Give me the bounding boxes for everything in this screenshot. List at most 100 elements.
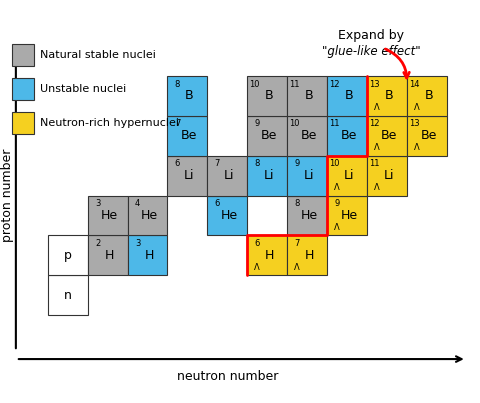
Text: B: B (185, 89, 194, 102)
Text: Λ: Λ (414, 103, 420, 112)
Bar (12, 44, 34, 66)
Text: H: H (264, 249, 274, 262)
Text: Λ: Λ (374, 143, 380, 152)
Text: p: p (64, 249, 72, 262)
Text: 3: 3 (135, 239, 140, 248)
Text: 2: 2 (95, 239, 100, 248)
Text: Λ: Λ (334, 183, 340, 192)
Bar (247, 76, 287, 116)
Text: H: H (304, 249, 314, 262)
Bar (207, 156, 247, 195)
Text: 8: 8 (254, 160, 260, 168)
Text: 9: 9 (255, 120, 260, 129)
Text: Li: Li (384, 169, 394, 182)
Text: Neutron-rich hypernuclei: Neutron-rich hypernuclei (40, 118, 179, 128)
Text: Be: Be (181, 129, 198, 142)
Text: 13: 13 (409, 120, 420, 129)
Bar (88, 235, 128, 275)
Text: neutron number: neutron number (177, 370, 278, 383)
Text: 10: 10 (289, 120, 300, 129)
Text: 6: 6 (215, 199, 220, 208)
Bar (367, 76, 407, 116)
Text: Λ: Λ (254, 262, 260, 272)
Text: 3: 3 (95, 199, 100, 208)
Text: B: B (345, 89, 353, 102)
Bar (88, 195, 128, 235)
Text: He: He (221, 209, 238, 222)
Text: 12: 12 (369, 120, 380, 129)
Text: "glue-like effect": "glue-like effect" (322, 45, 420, 58)
Bar (128, 195, 168, 235)
Text: 12: 12 (329, 80, 340, 89)
Text: 13: 13 (369, 80, 380, 89)
Bar (407, 76, 447, 116)
Bar (287, 235, 327, 275)
Text: 9: 9 (295, 160, 300, 168)
Bar (128, 235, 168, 275)
Text: He: He (141, 209, 158, 222)
Bar (207, 195, 247, 235)
Bar (48, 235, 88, 275)
Text: Li: Li (304, 169, 314, 182)
Bar (247, 235, 287, 275)
Bar (287, 76, 327, 116)
Text: 9: 9 (335, 199, 340, 208)
Text: 11: 11 (369, 160, 380, 168)
Text: 8: 8 (295, 199, 300, 208)
Bar (168, 76, 207, 116)
Text: 8: 8 (175, 80, 180, 89)
Text: Λ: Λ (294, 262, 300, 272)
Text: Be: Be (341, 129, 357, 142)
Text: Be: Be (381, 129, 397, 142)
Text: 4: 4 (135, 199, 140, 208)
Text: 7: 7 (215, 160, 220, 168)
Bar (287, 116, 327, 156)
Bar (247, 156, 287, 195)
Text: He: He (300, 209, 318, 222)
Text: 11: 11 (289, 80, 300, 89)
Bar (168, 156, 207, 195)
Text: B: B (424, 89, 433, 102)
Text: 10: 10 (329, 160, 340, 168)
Text: Li: Li (184, 169, 195, 182)
Text: 6: 6 (254, 239, 260, 248)
Text: Natural stable nuclei: Natural stable nuclei (40, 50, 156, 60)
Bar (287, 195, 327, 235)
Text: 11: 11 (329, 120, 340, 129)
Text: Li: Li (264, 169, 275, 182)
Text: Expand by: Expand by (338, 29, 404, 42)
Bar (367, 156, 407, 195)
Bar (287, 156, 327, 195)
Text: 14: 14 (409, 80, 420, 89)
Text: Λ: Λ (374, 183, 380, 192)
Text: He: He (101, 209, 118, 222)
Bar (12, 78, 34, 100)
Text: 7: 7 (175, 120, 180, 129)
Text: B: B (384, 89, 393, 102)
Text: Unstable nuclei: Unstable nuclei (40, 84, 126, 94)
Text: Li: Li (224, 169, 235, 182)
Bar (48, 275, 88, 315)
Text: Li: Li (344, 169, 354, 182)
Bar (247, 116, 287, 156)
Bar (327, 76, 367, 116)
Text: He: He (340, 209, 358, 222)
Text: 7: 7 (295, 239, 300, 248)
Text: Λ: Λ (414, 143, 420, 152)
Bar (327, 116, 367, 156)
Bar (327, 195, 367, 235)
Bar (168, 116, 207, 156)
Text: B: B (265, 89, 274, 102)
Text: Λ: Λ (334, 222, 340, 232)
Text: 6: 6 (175, 160, 180, 168)
Text: proton number: proton number (1, 149, 14, 242)
Bar (407, 116, 447, 156)
Bar (367, 116, 407, 156)
Text: H: H (145, 249, 154, 262)
Text: 10: 10 (250, 80, 260, 89)
Bar (12, 112, 34, 134)
Text: Λ: Λ (374, 103, 380, 112)
Text: Be: Be (420, 129, 437, 142)
Text: B: B (305, 89, 313, 102)
Text: Be: Be (301, 129, 317, 142)
